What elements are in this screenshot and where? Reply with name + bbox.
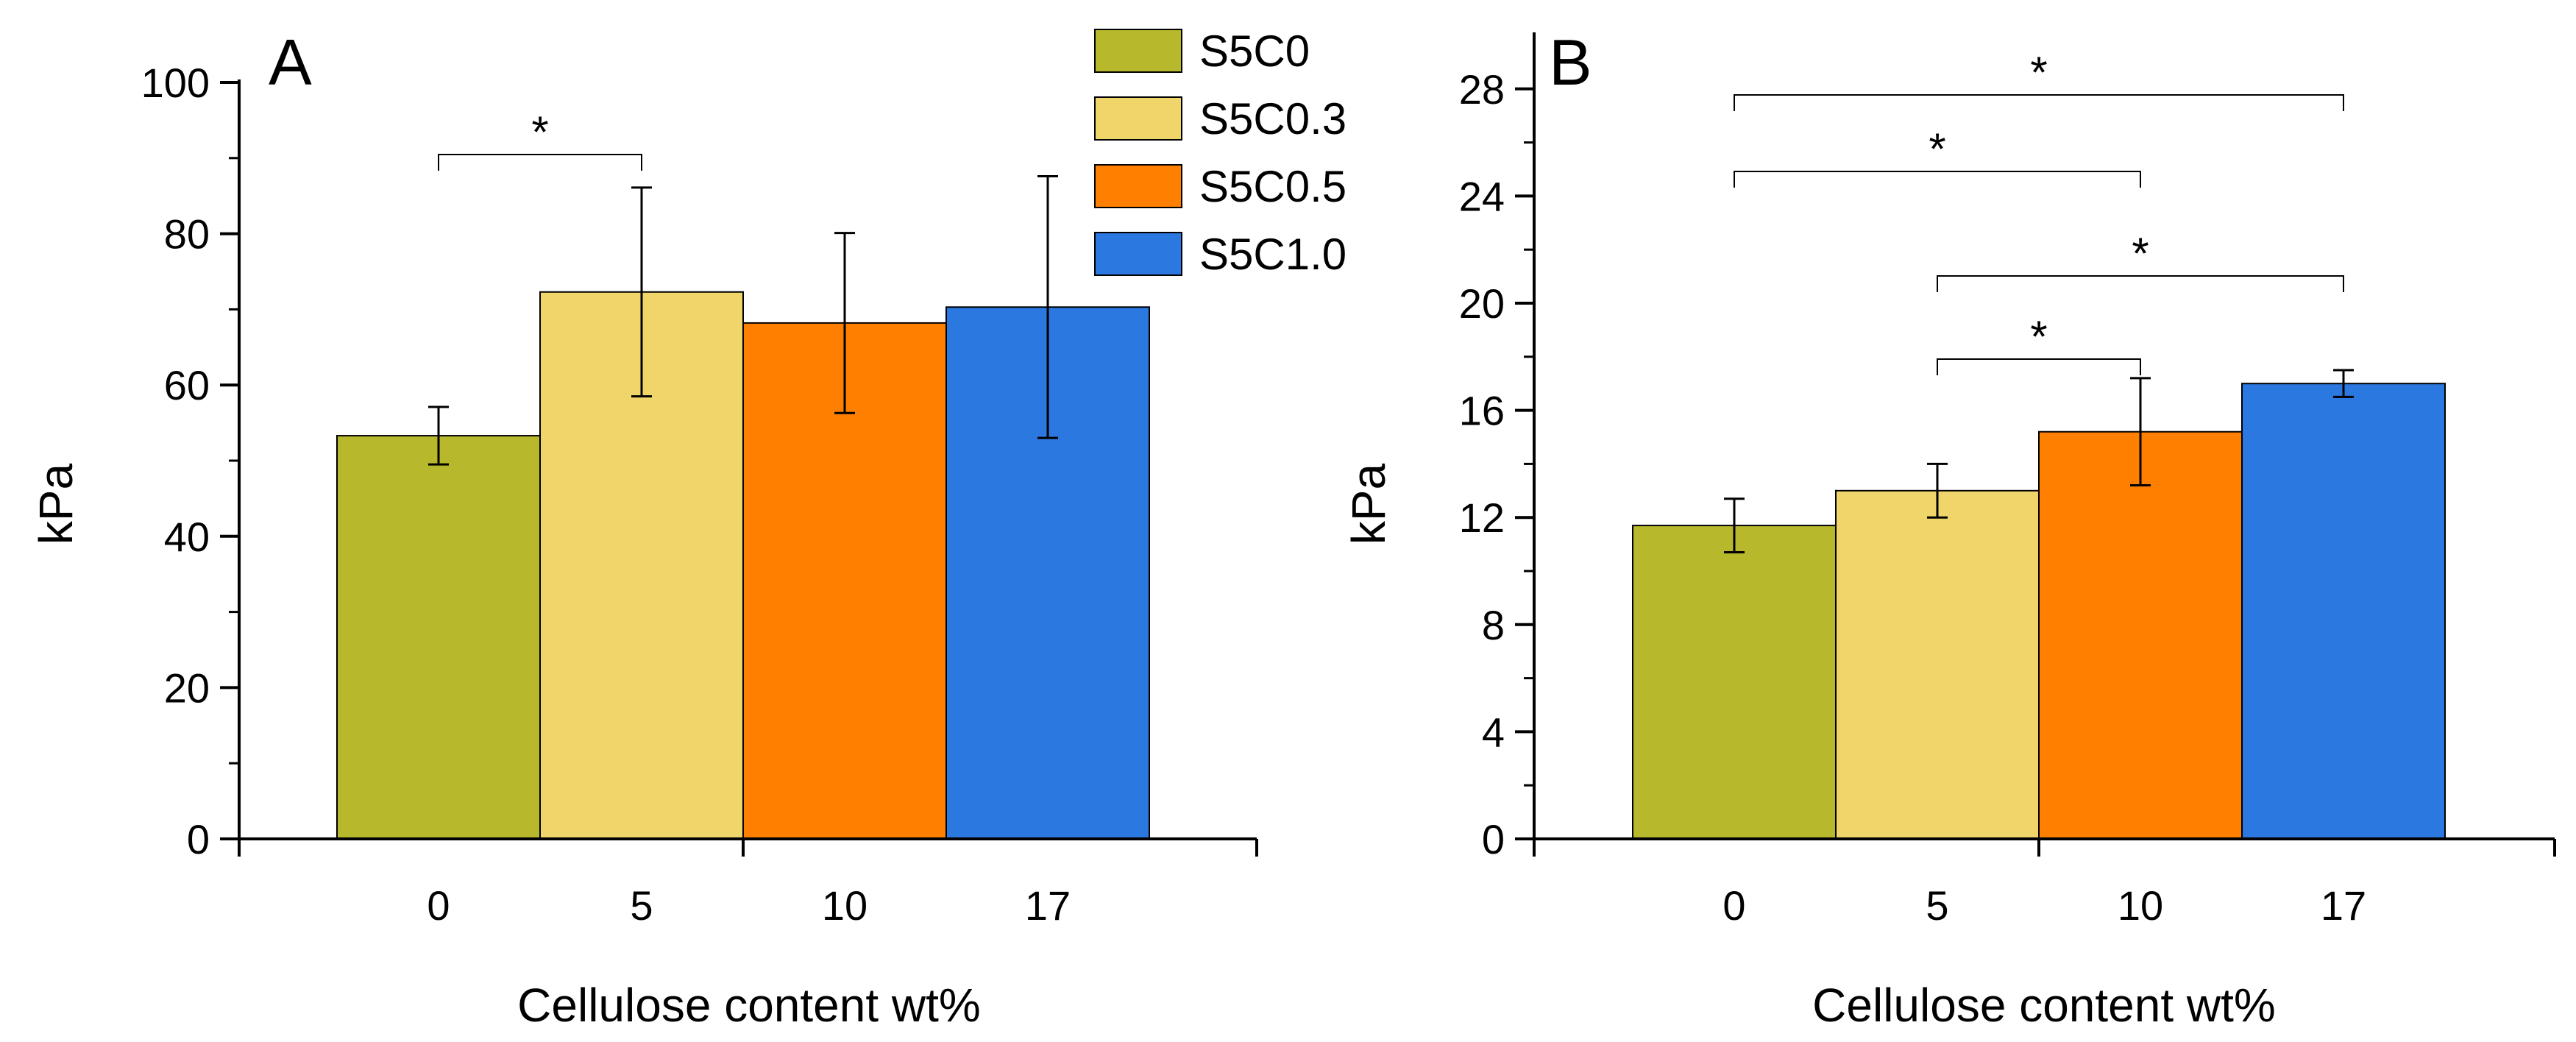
significance-bracket: * (1937, 312, 2141, 375)
significance-bracket: * (1937, 229, 2344, 292)
error-bar-5 (1927, 462, 1948, 519)
x-tick-label: 17 (1025, 882, 1071, 929)
significance-bracket: * (1734, 48, 2344, 111)
chart-panel-a: 0 20 40 60 80 100 0 5 10 17 Cellulose content wt% k… (29, 26, 1346, 1032)
panel-letter: B (1549, 26, 1592, 99)
error-bar-17 (1037, 174, 1058, 439)
y-tick-label: 0 (1482, 816, 1505, 862)
significance-star: * (2030, 48, 2047, 97)
bar-s5c0 (1632, 525, 1837, 840)
bar-s5c0-3 (1835, 489, 2040, 840)
significance-star: * (1929, 124, 1945, 174)
significance-bracket-line (1937, 275, 2344, 292)
legend: S5C0 S5C0.3 S5C0.5 S5C1.0 (1094, 26, 1346, 279)
significance-bracket: * (438, 107, 642, 171)
significance-bracket: * (1734, 124, 2141, 188)
y-tick-label: 24 (1459, 173, 1505, 219)
significance-star: * (2132, 229, 2149, 278)
y-tick-label: 4 (1482, 709, 1505, 755)
y-tick-label: 80 (164, 211, 210, 258)
bar-s5c1-0 (2241, 383, 2446, 840)
significance-bracket-line (1937, 358, 2141, 375)
error-bar-0 (428, 405, 449, 466)
legend-label: S5C1.0 (1199, 230, 1346, 279)
y-tick-label: 20 (1459, 280, 1505, 327)
legend-label: S5C0.5 (1199, 162, 1346, 211)
y-axis-title: kPa (1342, 463, 1395, 545)
y-tick-label: 8 (1482, 602, 1505, 648)
x-axis-title: Cellulose content wt% (517, 979, 981, 1032)
y-tick-label: 28 (1459, 66, 1505, 113)
legend-swatch (1094, 96, 1182, 141)
y-tick-label: 40 (164, 514, 210, 560)
bar-s5c0 (336, 435, 541, 840)
significance-bracket-line (1734, 171, 2141, 188)
x-axis-title: Cellulose content wt% (1812, 979, 2276, 1032)
legend-swatch (1094, 164, 1182, 208)
bar-s5c0-5 (2038, 430, 2243, 840)
y-tick-label: 16 (1459, 388, 1505, 434)
error-bar-0 (1724, 497, 1745, 554)
y-tick-label: 12 (1459, 495, 1505, 541)
x-tick-label: 0 (1722, 882, 1745, 929)
significance-bracket-line (1734, 94, 2344, 111)
x-tick-label: 10 (822, 882, 867, 929)
legend-swatch (1094, 29, 1182, 73)
y-axis-title: kPa (29, 463, 82, 545)
error-bar-10 (834, 232, 855, 414)
significance-star: * (531, 107, 548, 157)
significance-bracket-line (438, 154, 642, 171)
x-tick-label: 17 (2321, 882, 2366, 929)
y-tick-label: 0 (187, 816, 210, 862)
y-tick-label: 60 (164, 362, 210, 408)
y-tick-label: 20 (164, 664, 210, 711)
x-tick-label: 5 (1926, 882, 1948, 929)
error-bar-17 (2333, 369, 2354, 398)
legend-label: S5C0.3 (1199, 94, 1346, 143)
x-tick-label: 10 (2118, 882, 2163, 929)
x-tick-label: 5 (630, 882, 653, 929)
panel-letter: A (269, 26, 312, 99)
legend-label: S5C0 (1199, 26, 1310, 76)
y-tick-label: 100 (141, 60, 210, 106)
x-tick-label: 0 (427, 882, 450, 929)
legend-swatch (1094, 232, 1182, 276)
error-bar-10 (2130, 377, 2151, 487)
significance-star: * (2030, 312, 2047, 361)
error-bar-5 (631, 186, 652, 398)
chart-panel-b: 0 4 8 12 16 20 24 28 0 5 10 17 Cellulose content wt%… (1342, 26, 2556, 1032)
